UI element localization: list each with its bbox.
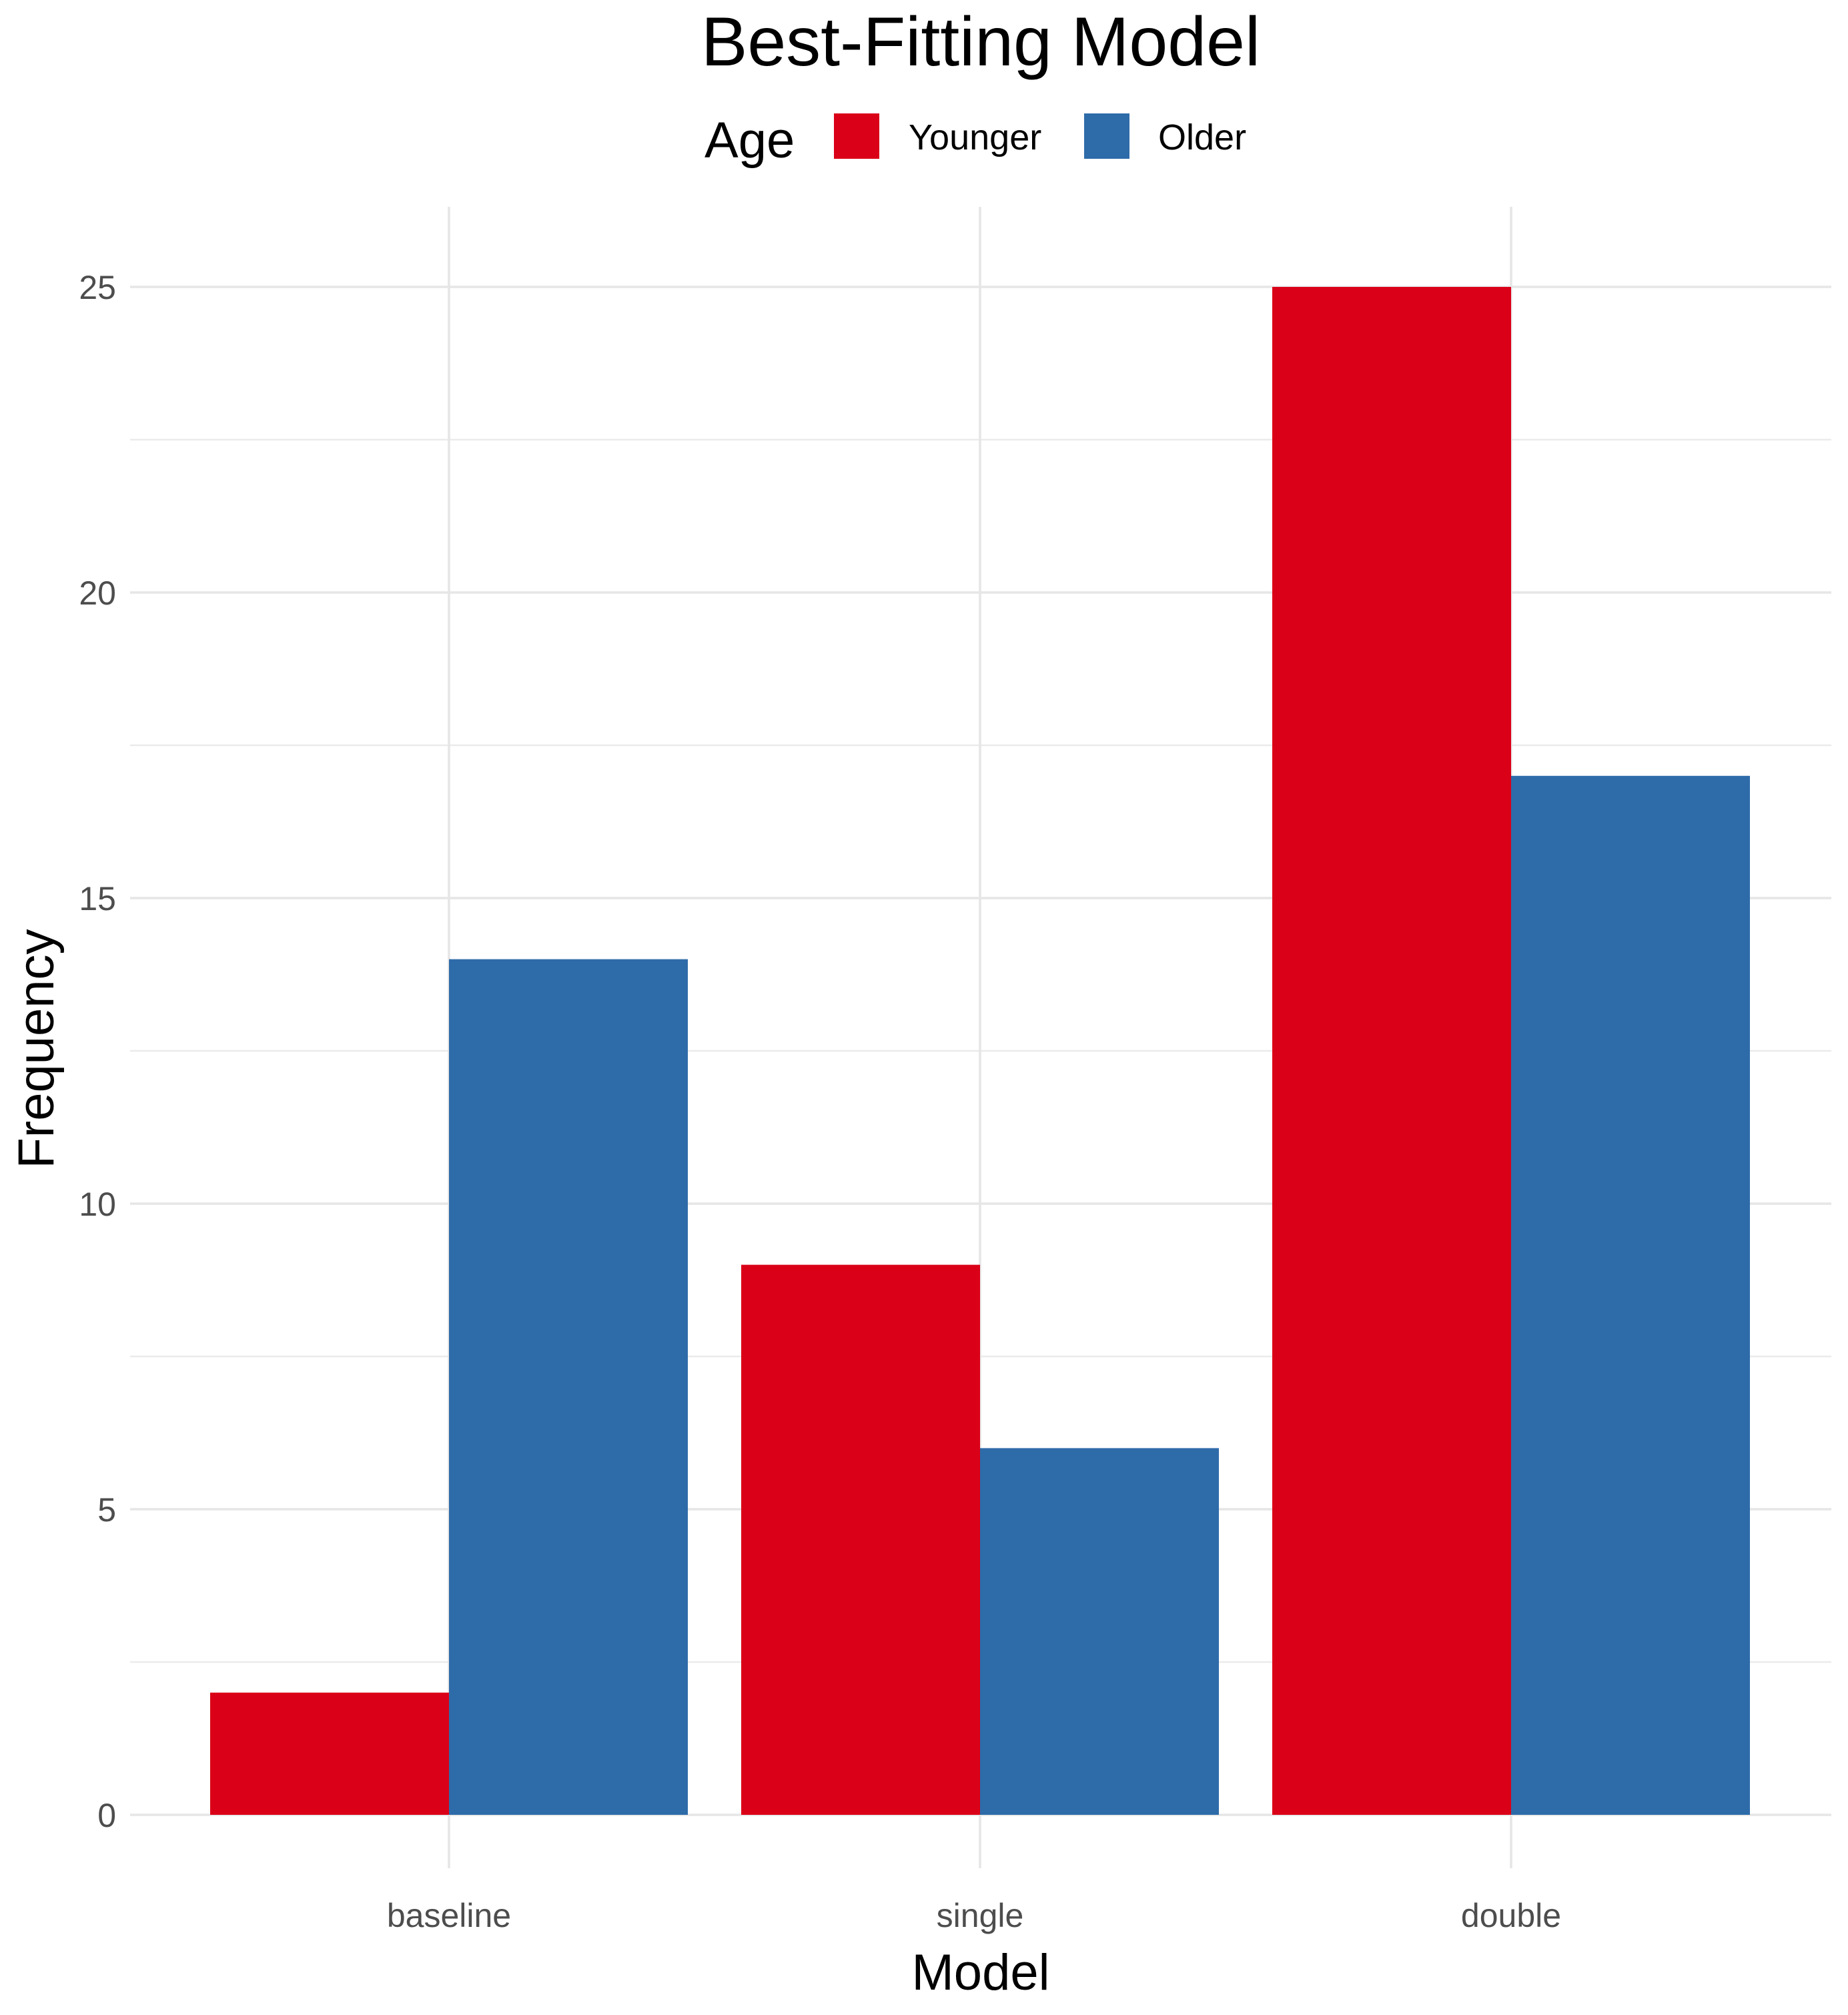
x-axis-title: Model bbox=[912, 1944, 1050, 2001]
bar-younger-double bbox=[1272, 287, 1511, 1815]
legend-key-older bbox=[1084, 113, 1129, 159]
bar-older-single bbox=[980, 1448, 1219, 1815]
legend: Age Younger Older bbox=[705, 112, 1246, 169]
y-tick-label: 0 bbox=[97, 1797, 116, 1834]
bar-older-baseline bbox=[449, 959, 688, 1815]
legend-title: Age bbox=[705, 112, 795, 169]
legend-label-younger: Younger bbox=[909, 117, 1041, 157]
legend-key-younger bbox=[834, 113, 879, 159]
y-tick-label: 25 bbox=[79, 269, 116, 306]
bar-older-double bbox=[1511, 775, 1750, 1815]
bar-younger-single bbox=[741, 1264, 980, 1815]
y-axis-ticks: 0 5 10 15 20 25 bbox=[79, 269, 116, 1834]
bars bbox=[210, 287, 1750, 1815]
x-tick-label: baseline bbox=[387, 1897, 511, 1934]
x-tick-label: single bbox=[937, 1897, 1024, 1934]
y-tick-label: 15 bbox=[79, 880, 116, 917]
y-tick-label: 20 bbox=[79, 574, 116, 612]
x-axis-ticks: baseline single double bbox=[387, 1897, 1561, 1934]
chart-title: Best-Fitting Model bbox=[701, 3, 1260, 81]
y-tick-label: 10 bbox=[79, 1186, 116, 1223]
bar-younger-baseline bbox=[210, 1692, 449, 1815]
legend-label-older: Older bbox=[1158, 117, 1246, 157]
x-tick-label: double bbox=[1461, 1897, 1561, 1934]
y-axis-title: Frequency bbox=[8, 929, 65, 1168]
y-tick-label: 5 bbox=[97, 1491, 116, 1529]
